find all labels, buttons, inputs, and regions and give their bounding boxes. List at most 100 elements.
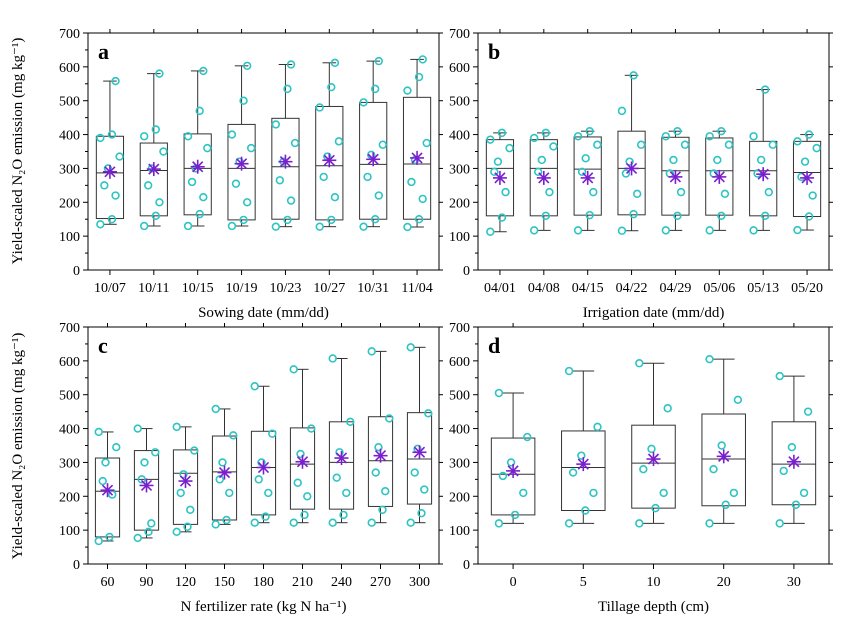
x-tick-label: 120 (175, 575, 196, 590)
data-point (111, 191, 120, 200)
data-point (417, 509, 426, 518)
data-point (568, 468, 578, 477)
mean-stroke (713, 171, 725, 183)
data-point (705, 519, 714, 528)
data-point (573, 226, 583, 235)
x-tick-label: 10/23 (269, 281, 301, 296)
data-point (803, 407, 813, 416)
data-point (133, 533, 142, 543)
mean-marker (506, 463, 521, 478)
data-point (720, 189, 730, 199)
data-point (385, 414, 394, 423)
data-point (179, 470, 188, 479)
data-point (541, 211, 551, 221)
data-point (94, 427, 103, 437)
data-point (211, 404, 220, 414)
x-tick-label: 30 (787, 575, 801, 590)
iqr-box (139, 142, 168, 217)
data-point (330, 58, 340, 67)
x-tick-label: 10/31 (357, 281, 389, 296)
data-point (374, 191, 384, 200)
data-point (183, 221, 193, 231)
data-point (680, 140, 690, 149)
data-point (505, 143, 514, 153)
x-tick-label: 04/15 (572, 281, 604, 296)
y-tick-label: 600 (449, 61, 470, 76)
data-point (673, 126, 682, 136)
data-point (581, 506, 590, 515)
mean-stroke (801, 172, 813, 184)
data-point (804, 130, 814, 139)
mean-stroke (625, 162, 638, 175)
data-point (159, 147, 168, 156)
y-tick-label: 0 (463, 558, 470, 573)
data-point (293, 478, 302, 487)
data-point (663, 404, 672, 413)
box-180 (250, 385, 277, 524)
data-point (254, 475, 263, 484)
x-tick-label: 10/07 (94, 281, 126, 296)
mean-stroke (411, 152, 423, 164)
iqr-box (561, 430, 606, 512)
box-300 (406, 346, 433, 524)
data-point (378, 140, 388, 149)
data-point (564, 519, 574, 528)
data-point (414, 72, 424, 82)
y-tick-label: 300 (449, 456, 470, 471)
iqr-box (328, 421, 355, 510)
data-point (581, 154, 590, 163)
x-tick-label: 04/29 (659, 281, 691, 296)
panel-b: 0 100 200 300 400 500 600 700 04/01 04/08 04/15 04/… (449, 27, 833, 321)
mean-marker (624, 161, 639, 176)
data-point (289, 518, 298, 527)
box-05/20 (792, 134, 822, 231)
mean-stroke (218, 466, 231, 479)
data-point (187, 177, 197, 187)
mean-stroke (179, 475, 192, 487)
iqr-box (705, 137, 734, 216)
y-tick-label: 100 (449, 524, 470, 539)
mean-marker (712, 169, 727, 184)
iqr-box (289, 427, 316, 510)
data-point (403, 222, 412, 232)
data-point (283, 84, 292, 94)
iqr-box (271, 117, 300, 220)
box-60 (94, 431, 121, 542)
data-point (669, 155, 678, 165)
x-tick-label: 90 (140, 575, 154, 590)
y-tick-label: 700 (59, 321, 80, 336)
panel-label: d (488, 333, 500, 358)
data-point (775, 371, 784, 381)
data-point (593, 422, 602, 432)
mean-marker (576, 457, 591, 472)
data-point (96, 220, 105, 229)
panel-label: c (98, 333, 108, 358)
data-point (115, 152, 124, 161)
data-point (319, 172, 328, 182)
data-point (250, 518, 259, 527)
data-point (724, 140, 734, 149)
data-point (111, 76, 120, 86)
data-point (133, 424, 142, 433)
data-point (332, 473, 341, 482)
box-0 (490, 392, 536, 524)
box-20 (701, 358, 746, 524)
iqr-box (402, 96, 432, 220)
y-tick-label: 500 (449, 389, 470, 404)
data-point (793, 137, 802, 146)
x-tick-label: 10 (647, 575, 661, 590)
data-point (381, 487, 390, 496)
x-tick-label: 05/20 (791, 281, 823, 296)
box-10/23 (271, 63, 300, 228)
data-point (137, 475, 146, 484)
iqr-box (749, 140, 778, 217)
mean-marker (146, 162, 161, 177)
y-tick-label: 500 (59, 95, 80, 110)
iqr-box (485, 139, 515, 217)
data-point (486, 227, 495, 236)
data-point (107, 215, 117, 224)
data-point (589, 187, 598, 197)
data-point (359, 98, 368, 107)
data-point (211, 520, 220, 529)
iqr-box (183, 133, 212, 216)
